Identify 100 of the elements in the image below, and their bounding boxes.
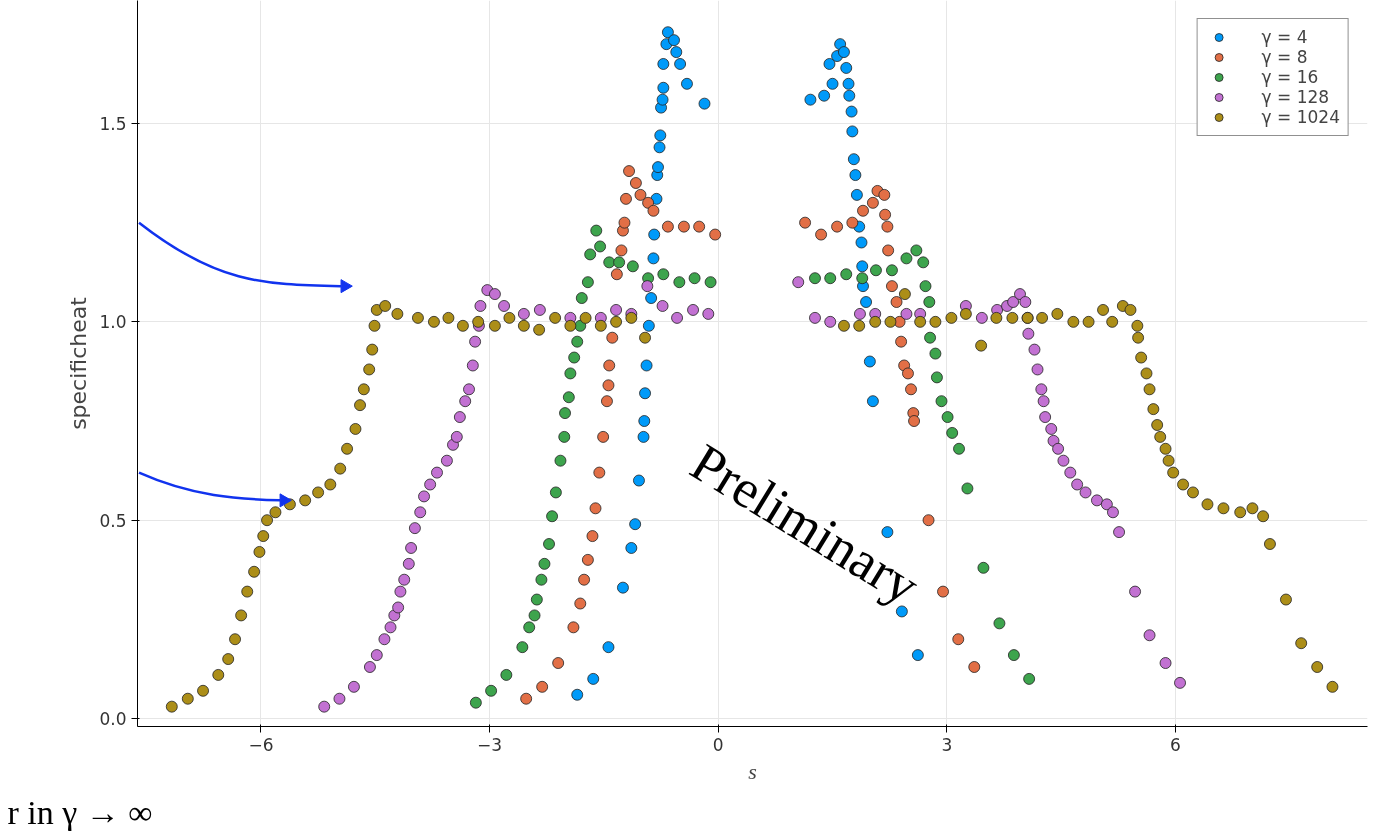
point: [586, 530, 599, 542]
point: [704, 276, 717, 289]
point: [840, 268, 853, 281]
point: [681, 77, 693, 90]
point: [849, 169, 862, 181]
point: [637, 431, 650, 443]
point: [882, 244, 895, 257]
point: [1007, 649, 1020, 661]
point: [623, 165, 635, 177]
point: [895, 335, 908, 348]
point: [564, 367, 577, 380]
point: [538, 557, 551, 570]
point: [902, 367, 914, 380]
point: [900, 252, 913, 265]
point: [856, 272, 869, 285]
point: [574, 597, 587, 610]
point: [678, 220, 690, 233]
point: [536, 680, 549, 693]
point: [838, 46, 850, 58]
point: [652, 161, 664, 174]
point: [879, 208, 891, 221]
point: [842, 77, 855, 90]
point: [924, 331, 936, 344]
point: [824, 272, 837, 285]
point: [831, 220, 843, 233]
point: [546, 510, 558, 523]
point: [587, 673, 600, 685]
legend-label: γ = 4: [1261, 27, 1308, 47]
legend-label: γ = 1024: [1261, 107, 1340, 127]
point: [578, 573, 590, 586]
x-tick-label: 6: [1170, 734, 1181, 755]
point: [840, 62, 853, 74]
point: [846, 216, 859, 229]
point: [662, 220, 674, 233]
point: [584, 248, 597, 261]
point: [633, 474, 645, 487]
point: [620, 192, 632, 205]
point: [469, 696, 482, 709]
point: [653, 141, 666, 154]
point: [630, 177, 642, 189]
point: [642, 319, 655, 332]
point: [674, 58, 686, 70]
point: [615, 244, 628, 257]
point: [968, 661, 981, 673]
point: [941, 411, 954, 423]
point: [857, 204, 869, 217]
legend-label: γ = 8: [1261, 47, 1308, 67]
point: [516, 641, 529, 654]
point: [846, 125, 859, 138]
point: [826, 77, 839, 90]
x-tick-label: 0: [712, 734, 724, 755]
point: [530, 593, 543, 606]
point: [626, 260, 639, 273]
point: [647, 252, 660, 265]
point: [860, 296, 872, 308]
point: [673, 276, 686, 289]
point: [581, 553, 594, 566]
y-axis-title: specificheat: [66, 296, 92, 430]
point: [552, 657, 565, 669]
point: [895, 605, 908, 618]
point: [917, 256, 930, 269]
point: [993, 617, 1006, 630]
point: [809, 272, 821, 285]
point: [878, 189, 891, 201]
point: [640, 359, 653, 372]
x-tick-label: −3: [477, 734, 503, 755]
y-tick-label: 1.0: [99, 312, 127, 333]
point: [589, 502, 602, 515]
point: [601, 395, 613, 408]
point: [558, 431, 571, 443]
point: [698, 97, 711, 110]
point: [562, 391, 575, 404]
point: [657, 58, 670, 70]
point: [847, 153, 860, 166]
point: [594, 240, 606, 253]
point: [642, 196, 654, 209]
point: [656, 93, 669, 106]
point: [977, 561, 990, 574]
point: [647, 204, 660, 217]
point: [668, 34, 680, 47]
point: [597, 431, 610, 443]
point: [670, 46, 683, 58]
point: [639, 387, 651, 400]
legend-label: γ = 128: [1261, 87, 1330, 107]
point: [571, 688, 584, 701]
point: [625, 542, 638, 554]
point: [581, 276, 594, 289]
point: [568, 351, 581, 364]
point: [855, 236, 868, 249]
point: [856, 260, 869, 273]
point: [593, 466, 606, 479]
y-tick-label: 0.0: [99, 709, 127, 730]
point: [634, 189, 647, 201]
point: [886, 264, 898, 277]
point: [617, 581, 629, 594]
point: [867, 196, 879, 209]
point: [843, 89, 856, 102]
point: [911, 649, 924, 661]
y-tick-label: 0.5: [99, 510, 127, 531]
point: [575, 292, 588, 304]
